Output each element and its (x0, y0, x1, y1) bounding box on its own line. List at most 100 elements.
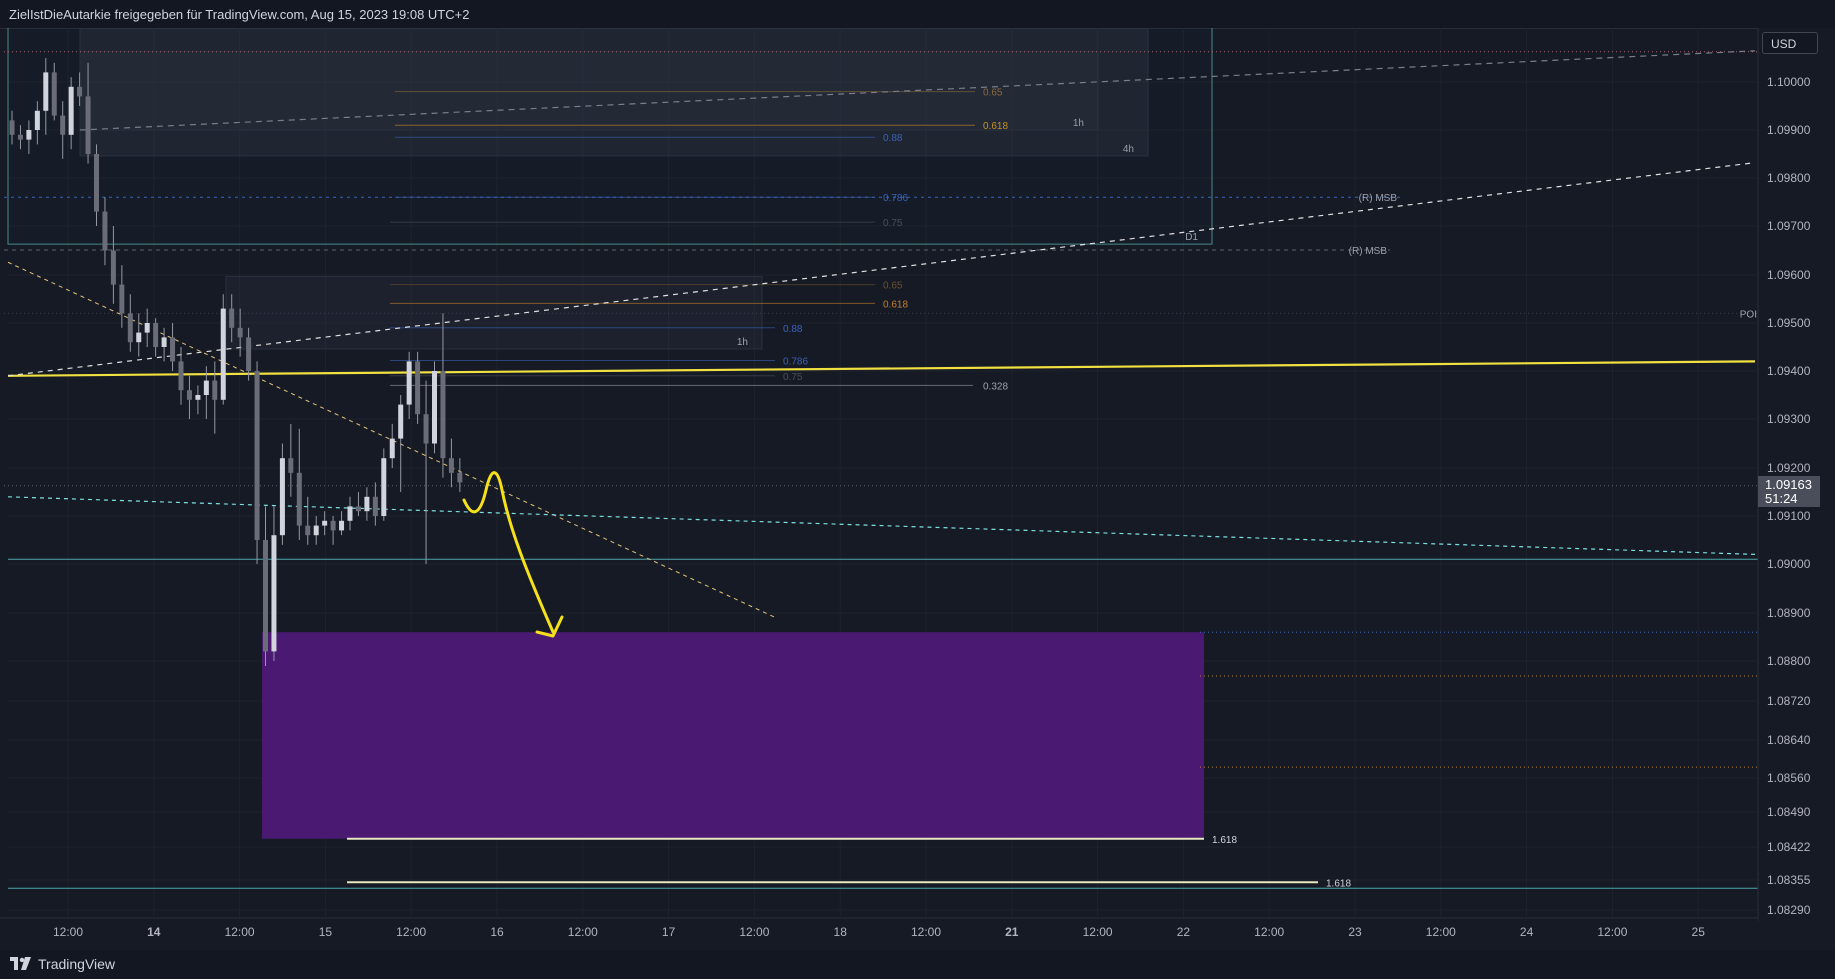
order-block-box (7, 28, 1213, 245)
candle-body (68, 86, 74, 135)
price-tick-label: 1.09200 (1767, 461, 1811, 475)
time-tick-label: 16 (490, 925, 504, 939)
time-tick-label: 23 (1348, 925, 1362, 939)
time-tick-label: 12:00 (396, 925, 426, 939)
time-tick-label: 25 (1692, 925, 1706, 939)
time-tick-label: 12:00 (739, 925, 769, 939)
fib-label: 0.75 (783, 372, 803, 383)
candle-body (9, 120, 15, 135)
box-timeframe-label: 1h (737, 337, 748, 348)
candle-body (389, 438, 395, 459)
time-tick-label: 14 (147, 925, 161, 939)
time-tick-label: 22 (1177, 925, 1191, 939)
chart-title: ZielIstDieAutarkie freigegeben für Tradi… (9, 7, 470, 22)
candle-body (170, 337, 176, 362)
time-tick-label: 12:00 (53, 925, 83, 939)
fib-label: 0.786 (783, 356, 808, 367)
candle-body (60, 115, 66, 135)
time-tick-label: 12:00 (225, 925, 255, 939)
fib-label: 0.88 (883, 133, 903, 144)
price-tick-label: 1.09300 (1767, 412, 1811, 426)
candle-body (136, 332, 142, 343)
current-price-value: 1.09163 (1765, 477, 1812, 492)
chart-header: ZielIstDieAutarkie freigegeben für Tradi… (0, 0, 1835, 29)
level-label: (R) MSB (1359, 193, 1398, 204)
box-timeframe-label: 1h (1073, 118, 1084, 129)
order-block-box (225, 275, 763, 350)
candle-body (203, 380, 209, 395)
candle-body (237, 327, 243, 338)
price-tick-label: 1.09100 (1767, 509, 1811, 523)
price-tick-label: 1.08290 (1767, 903, 1811, 917)
candle-body (119, 284, 125, 314)
candle-body (440, 371, 446, 459)
candle-body (305, 525, 311, 536)
time-tick-label: 17 (662, 925, 676, 939)
time-tick-label: 12:00 (1083, 925, 1113, 939)
extension-label: 1.618 (1326, 878, 1351, 889)
order-block-boxes: 4h 1h D1 1h (7, 28, 1213, 350)
price-tick-label: 1.09900 (1767, 123, 1811, 137)
time-tick-label: 18 (834, 925, 848, 939)
price-tick-label: 1.09800 (1767, 171, 1811, 185)
price-tick-label: 1.10000 (1767, 75, 1811, 89)
candle-body (254, 371, 260, 540)
tradingview-logo[interactable]: TradingView (10, 956, 115, 972)
fib-label: 0.65 (983, 88, 1003, 99)
price-chart[interactable]: 4h 1h D1 1h (R) MSB (R) MSB POI 1.618 1.618 0.6… (0, 28, 1835, 950)
price-tick-label: 1.08720 (1767, 694, 1811, 708)
candle-body (85, 96, 91, 154)
candle-body (423, 414, 429, 444)
time-tick-label: 12:00 (911, 925, 941, 939)
fibonacci-levels: 0.65 0.618 0.88 0.786 0.75 0.65 0.618 0.88 0.786… (390, 88, 1008, 392)
trendline (7, 162, 1756, 377)
tradingview-logo-text: TradingView (38, 956, 116, 972)
candle-body (161, 337, 167, 347)
candle-body (195, 395, 201, 400)
box-timeframe-label: D1 (1185, 232, 1198, 243)
fib-label: 0.618 (883, 299, 908, 310)
time-tick-label: 21 (1005, 925, 1019, 939)
candle-body (381, 458, 387, 516)
trendline (7, 261, 777, 619)
candle-body (398, 404, 404, 439)
candle-body (364, 496, 370, 512)
candle-body (43, 72, 49, 111)
candle-body (355, 506, 361, 512)
candle-body (322, 520, 328, 526)
candle-body (34, 110, 40, 130)
price-tick-label: 1.09500 (1767, 316, 1811, 330)
candlesticks (9, 58, 463, 666)
candle-body (186, 390, 192, 400)
price-tick-label: 1.08490 (1767, 805, 1811, 819)
price-tick-label: 1.08800 (1767, 654, 1811, 668)
currency-button[interactable]: USD (1762, 32, 1818, 54)
candle-body (94, 154, 99, 212)
candle-body (220, 308, 226, 400)
time-tick-label: 24 (1520, 925, 1534, 939)
fib-label: 0.65 (883, 281, 903, 292)
candle-body (372, 496, 378, 516)
arrow-head (535, 615, 564, 638)
level-label: (R) MSB (1349, 246, 1388, 257)
candle-body (153, 323, 159, 347)
candle-body (17, 134, 23, 140)
candle-body (26, 130, 32, 140)
candle-body (144, 323, 150, 333)
candle-body (110, 250, 116, 285)
candle-body (229, 308, 235, 328)
trendline (7, 360, 1756, 377)
price-tick-label: 1.08900 (1767, 606, 1811, 620)
time-axis-bg (0, 918, 1758, 950)
candle-body (296, 472, 302, 526)
level-label: POI (1740, 309, 1757, 320)
candle-body (246, 337, 252, 371)
fib-label: 0.618 (983, 121, 1008, 132)
candle-body (330, 520, 336, 531)
horizontal-levels: (R) MSB (R) MSB POI 1.618 1.618 (4, 51, 1760, 889)
candle-body (448, 458, 454, 473)
candle-body (102, 211, 108, 251)
price-tick-label: 1.09700 (1767, 219, 1811, 233)
price-tick-label: 1.08640 (1767, 733, 1811, 747)
fib-label: 0.786 (883, 193, 908, 204)
